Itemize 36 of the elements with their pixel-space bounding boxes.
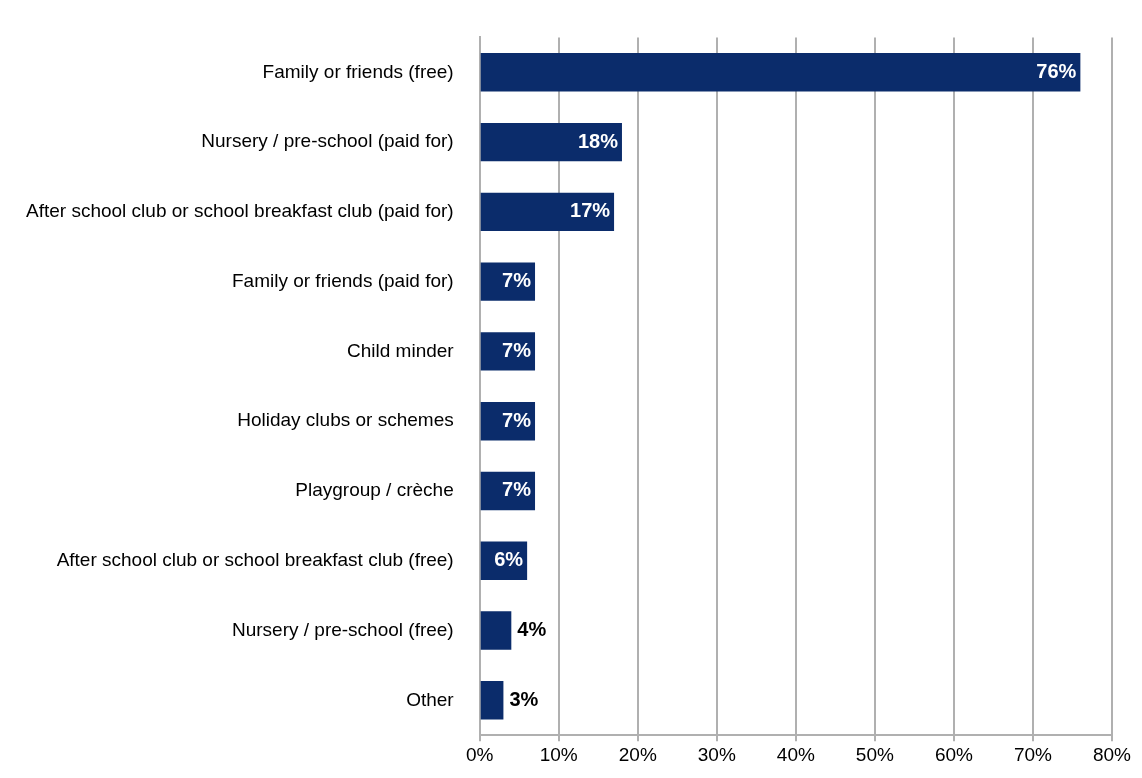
bar	[480, 192, 615, 232]
data-label: 18%	[577, 129, 619, 152]
data-label: 7%	[502, 408, 532, 431]
y-tick-label: Holiday clubs or schemes	[237, 409, 454, 431]
data-label: 7%	[502, 338, 532, 361]
bar	[480, 53, 1081, 92]
x-tick-label: 30%	[697, 743, 736, 765]
y-tick-label: After school club or school breakfast club (paid for)	[25, 200, 454, 222]
x-tick-label: 40%	[776, 743, 815, 765]
y-tick-label: Child minder	[347, 339, 455, 361]
y-tick-label: Nursery / pre-school (free)	[231, 618, 454, 640]
bar	[480, 262, 536, 301]
y-tick-label: After school club or school breakfast club (free)	[56, 548, 454, 570]
y-tick-label: Family or friends (paid for)	[231, 269, 454, 291]
x-tick-label: 0%	[465, 743, 494, 765]
y-tick-label: Family or friends (free)	[262, 60, 454, 82]
x-tick-label: 70%	[1013, 743, 1053, 765]
data-label: 17%	[570, 199, 611, 222]
data-label: 7%	[502, 478, 532, 501]
y-tick-label: Nursery / pre-school (paid for)	[201, 130, 454, 152]
data-label: 7%	[502, 269, 532, 292]
x-tick-label: 80%	[1092, 743, 1132, 765]
y-tick-label: Playgroup / crèche	[295, 479, 454, 501]
bar	[480, 611, 512, 650]
data-label: 4%	[517, 618, 547, 641]
bar	[480, 122, 622, 162]
data-label: 76%	[1036, 59, 1077, 82]
x-tick-label: 50%	[855, 743, 894, 765]
data-label: 3%	[509, 687, 539, 710]
data-label: 6%	[494, 548, 524, 571]
x-tick-label: 60%	[934, 743, 974, 765]
x-tick-label: 20%	[618, 743, 657, 765]
x-tick-label: 10%	[539, 743, 578, 765]
y-tick-label: Other	[406, 688, 455, 710]
bar	[480, 332, 536, 371]
bar	[480, 681, 504, 720]
